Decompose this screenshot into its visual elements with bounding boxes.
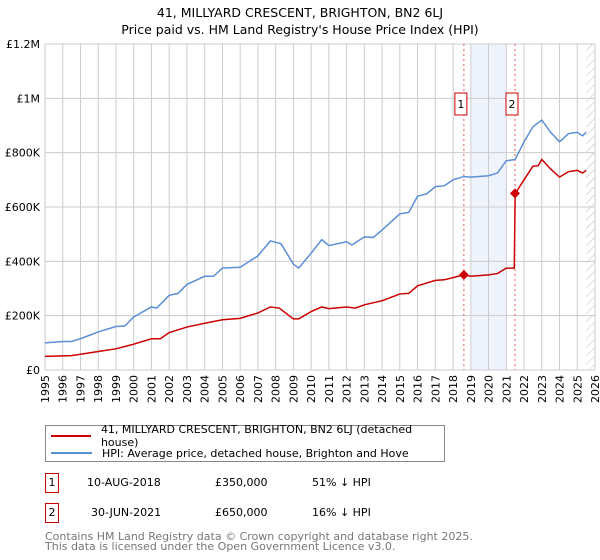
transaction-hpi: 51% ↓ HPI xyxy=(312,476,371,489)
chart-title: 41, MILLYARD CRESCENT, BRIGHTON, BN2 6LJ xyxy=(156,5,444,20)
annotation-label: 2 xyxy=(508,98,515,111)
y-tick-label: £600K xyxy=(5,201,41,214)
x-tick-label: 1997 xyxy=(74,375,87,403)
x-tick-label: 2021 xyxy=(500,375,513,403)
footer-licence: This data is licensed under the Open Gov… xyxy=(45,540,396,553)
legend: 41, MILLYARD CRESCENT, BRIGHTON, BN2 6LJ… xyxy=(45,423,445,462)
chart-subtitle: Price paid vs. HM Land Registry's House … xyxy=(121,22,479,37)
sale-point xyxy=(509,188,520,199)
sale-point xyxy=(458,269,469,280)
x-tick-label: 2026 xyxy=(589,375,600,403)
x-tick-label: 2019 xyxy=(465,375,478,403)
x-tick-label: 2003 xyxy=(181,375,194,403)
transaction-price: £350,000 xyxy=(215,476,268,489)
x-tick-label: 2014 xyxy=(376,375,389,403)
x-tick-label: 1996 xyxy=(57,375,70,403)
transaction-badge: 2 xyxy=(45,503,59,523)
x-tick-label: 1998 xyxy=(92,375,105,403)
x-tick-label: 2024 xyxy=(554,375,567,403)
series-line xyxy=(44,158,587,358)
footer-copyright: Contains HM Land Registry data © Crown c… xyxy=(45,530,473,543)
y-tick-label: £0 xyxy=(26,364,40,377)
price-chart: 1995 1996 1997 1998 1999 2000 2001 2002 2003 2004… xyxy=(5,38,600,403)
x-tick-label: 1995 xyxy=(39,375,52,403)
legend-item-property: 41, MILLYARD CRESCENT, BRIGHTON, BN2 6LJ… xyxy=(51,423,444,449)
x-tick-label: 2022 xyxy=(518,375,531,403)
x-tick-label: 2006 xyxy=(234,375,247,403)
transaction-hpi: 16% ↓ HPI xyxy=(312,506,371,519)
x-tick-label: 2017 xyxy=(429,375,442,403)
x-tick-label: 2020 xyxy=(483,375,496,403)
x-tick-label: 2011 xyxy=(323,375,336,403)
x-tick-label: 2010 xyxy=(305,375,318,403)
x-tick-label: 2025 xyxy=(571,375,584,403)
y-tick-label: £1M xyxy=(17,92,41,105)
annotation-box xyxy=(505,92,519,116)
x-tick-label: 2008 xyxy=(270,375,283,403)
x-tick-label: 2001 xyxy=(145,375,158,403)
y-tick-label: £800K xyxy=(5,147,41,160)
transaction-date: 30-JUN-2021 xyxy=(91,506,162,519)
legend-label: 41, MILLYARD CRESCENT, BRIGHTON, BN2 6LJ… xyxy=(100,423,413,449)
y-tick-label: £400K xyxy=(5,255,41,268)
legend-label: HPI: Average price, detached house, Brig… xyxy=(102,446,409,460)
x-tick-label: 2004 xyxy=(199,375,212,403)
legend-item-hpi: HPI: Average price, detached house, Brig… xyxy=(51,445,409,461)
x-tick-label: 2005 xyxy=(216,375,229,403)
legend-swatch-red xyxy=(51,435,91,437)
y-tick-label: £1.2M xyxy=(6,38,40,51)
x-tick-label: 2013 xyxy=(358,375,371,403)
x-tick-label: 2009 xyxy=(287,375,300,403)
x-tick-label: 1999 xyxy=(110,375,123,403)
transaction-row: 2 30-JUN-2021 £650,000 16% ↓ HPI xyxy=(45,503,465,525)
transaction-price: £650,000 xyxy=(215,506,268,519)
x-tick-label: 2018 xyxy=(447,375,460,403)
x-tick-label: 2000 xyxy=(128,375,141,403)
y-tick-label: £200K xyxy=(5,310,41,323)
x-tick-label: 2012 xyxy=(341,375,354,403)
annotation-label: 1 xyxy=(457,98,464,111)
x-tick-label: 2016 xyxy=(412,375,425,403)
x-tick-label: 2007 xyxy=(252,375,265,403)
transaction-badge: 1 xyxy=(45,473,59,493)
x-tick-label: 2002 xyxy=(163,375,176,403)
transaction-row: 1 10-AUG-2018 £350,000 51% ↓ HPI xyxy=(45,473,465,495)
x-tick-label: 2015 xyxy=(394,375,407,403)
transaction-date: 10-AUG-2018 xyxy=(87,476,161,489)
legend-swatch-blue xyxy=(51,452,92,454)
series-line xyxy=(44,119,587,344)
x-tick-label: 2023 xyxy=(536,375,549,403)
annotation-box xyxy=(454,92,468,116)
